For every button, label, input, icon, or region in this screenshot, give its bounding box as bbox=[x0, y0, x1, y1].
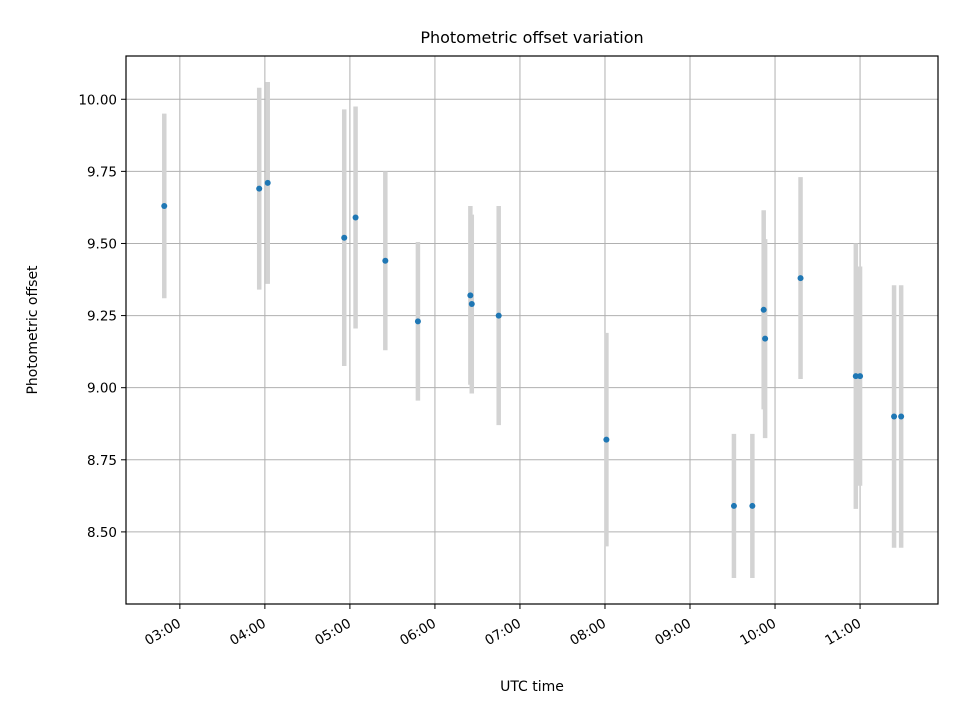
data-point bbox=[256, 185, 263, 192]
data-point bbox=[891, 413, 898, 420]
data-point bbox=[382, 257, 389, 264]
data-point bbox=[495, 312, 502, 319]
data-point bbox=[414, 318, 421, 325]
plot-area-frame bbox=[125, 55, 939, 605]
data-point bbox=[161, 202, 168, 209]
data-point bbox=[468, 301, 475, 308]
data-point bbox=[467, 292, 474, 299]
data-point bbox=[749, 502, 756, 509]
data-point bbox=[730, 502, 737, 509]
y-tick-label: 9.75 bbox=[87, 164, 117, 180]
y-tick-label: 9.50 bbox=[87, 236, 117, 252]
data-point bbox=[857, 373, 864, 380]
x-axis-label: UTC time bbox=[500, 679, 564, 695]
data-points bbox=[161, 179, 905, 509]
data-point bbox=[352, 214, 359, 221]
y-tick-label: 10.00 bbox=[78, 92, 117, 108]
chart-title: Photometric offset variation bbox=[420, 28, 643, 47]
y-tick-label: 9.00 bbox=[87, 381, 117, 397]
data-point bbox=[762, 335, 769, 342]
data-point bbox=[264, 179, 271, 186]
data-point bbox=[760, 306, 767, 313]
y-tick-label: 9.25 bbox=[87, 309, 117, 325]
data-point bbox=[341, 234, 348, 241]
y-axis-label: Photometric offset bbox=[25, 265, 41, 395]
y-tick-label: 8.75 bbox=[87, 453, 117, 469]
data-point bbox=[797, 275, 804, 282]
y-tick-label: 8.50 bbox=[87, 525, 117, 541]
data-point bbox=[603, 436, 610, 443]
data-point bbox=[852, 373, 859, 380]
data-point bbox=[898, 413, 905, 420]
